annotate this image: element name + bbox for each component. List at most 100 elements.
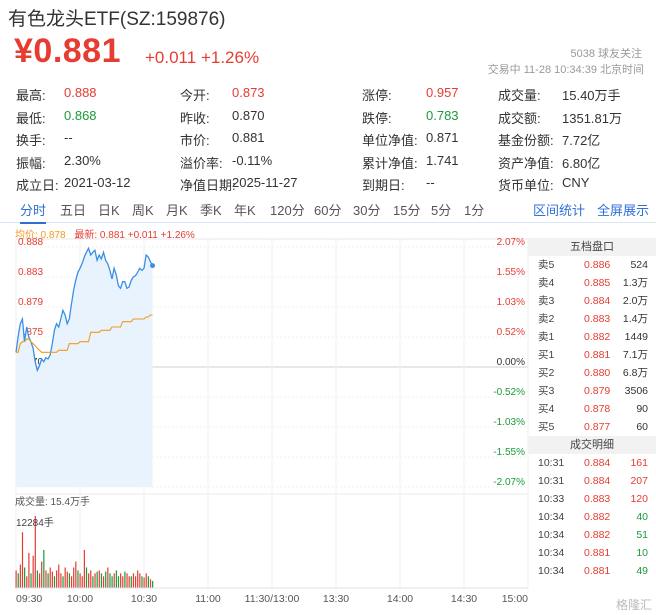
volume-bar [53,576,56,588]
follower-count[interactable]: 5038 球友关注 [570,48,642,60]
tab-11[interactable]: 5分 [431,203,452,218]
trade-volume: 161 [630,457,648,469]
quote-label: 净值日期: [180,178,236,193]
volume-bar [51,571,53,588]
trade-price: 0.881 [584,565,611,577]
quote-value: 0.888 [64,85,97,100]
fullscreen-button[interactable]: 全屏展示 [597,203,650,218]
trade-price: 0.882 [584,511,611,523]
volume-bar [109,573,111,588]
quote-item: 净值日期: 2025-11-27 [180,175,298,194]
tab-3[interactable]: 周K [132,203,154,218]
quote-value: 1.741 [426,152,459,168]
tab-2[interactable]: 日K [98,203,120,218]
ask-row: 卖5 0.886 524 [528,256,656,274]
trade-time: 10:33 [538,493,565,505]
trade-price: 0.882 [584,529,611,541]
trade-volume: 120 [630,493,648,505]
quote-item: 累计净值: 1.741 [362,153,459,172]
trade-row: 10:34 0.881 49 [528,562,656,580]
trading-status: 交易中 11-28 10:34:39 北京时间 [487,64,644,76]
tab-10[interactable]: 15分 [393,203,421,218]
quote-label: 成交额: [498,110,541,126]
quote-item: 涨停: 0.957 [362,85,459,104]
y-tick-left: 0.879 [18,297,43,308]
tab-7[interactable]: 120分 [270,203,305,218]
level-price: 0.883 [584,313,611,325]
volume-bar [147,576,149,588]
volume-bar [128,576,130,588]
volume-bar [58,564,60,588]
y-tick-left: 0.883 [18,267,43,278]
level-price: 0.878 [584,403,611,415]
quote-label: 基金份额: [498,133,554,148]
y-tick-right: -2.07% [493,477,525,488]
tab-9[interactable]: 30分 [353,203,381,218]
avg-price-legend: 均价: 0.878 [15,230,66,241]
volume-bar [83,549,85,588]
range-stats-button[interactable]: 区间统计 [533,203,586,218]
x-tick: 10:00 [67,593,93,605]
quote-item: 资产净值: 6.80亿 [498,153,600,172]
y-tick-left: 0.875 [18,327,43,338]
tab-6[interactable]: 年K [234,203,256,218]
volume-bar [85,567,88,588]
tab-4[interactable]: 月K [166,203,188,218]
trade-time: 10:34 [538,511,565,523]
volume-bar [96,571,98,588]
volume-bar [117,576,120,588]
volume-bar [130,576,132,588]
level-volume: 2.0万 [622,295,648,307]
trade-price: 0.883 [584,493,611,505]
quote-label: 涨停: [362,88,392,103]
volume-bar [75,561,77,588]
tab-12[interactable]: 1分 [464,203,485,218]
volume-bar [68,573,71,588]
trades-title: 成交明细 [528,436,656,454]
quote-label: 单位净值: [362,133,418,148]
quote-label: 货币单位: [498,178,554,193]
quote-value: 0.783 [426,107,459,123]
trade-row: 10:34 0.882 40 [528,508,656,526]
quote-item: 最低: 0.868 [16,108,97,127]
volume-bar [47,573,49,588]
quote-item: 最高: 0.888 [16,85,97,104]
quote-value: 0.871 [426,130,459,145]
y-tick-left: 0.888 [18,237,43,248]
quote-value: 6.80亿 [562,155,601,171]
price-area [16,248,153,487]
volume-bar [115,570,117,588]
quote-label: 溢价率: [180,155,223,171]
x-tick: 10:30 [131,593,157,605]
tab-8[interactable]: 60分 [314,203,342,218]
y-tick-right: 0.00% [497,357,525,368]
trade-row: 10:33 0.883 120 [528,490,656,508]
level-price: 0.881 [584,349,611,361]
level-price: 0.884 [584,295,611,307]
tab-0[interactable]: 分时 [20,200,47,224]
level-label: 卖3 [538,295,555,307]
y-tick-right: 1.55% [497,267,525,278]
trade-time: 10:31 [538,475,565,487]
x-tick: 13:30 [323,593,349,605]
x-tick: 14:30 [451,593,477,605]
volume-bar [137,570,139,588]
quote-value: 1351.81万 [562,110,622,126]
tab-1[interactable]: 五日 [60,203,87,218]
volume-bar [36,570,39,588]
quote-item: 昨收: 0.870 [180,108,265,127]
quote-value: 2.30% [64,152,101,168]
level-volume: 1449 [624,331,648,343]
level-volume: 3506 [624,385,648,397]
volume-bar [141,576,143,588]
volume-bar [145,573,147,588]
tab-5[interactable]: 季K [200,203,222,218]
quote-item: 成立日: 2021-03-12 [16,175,131,194]
quote-item: 跌停: 0.783 [362,108,459,127]
trade-volume: 10 [636,547,648,559]
bid-row: 买3 0.879 3506 [528,382,656,400]
level-price: 0.885 [584,277,611,289]
quote-label: 成交量: [498,88,541,103]
x-tick: 14:00 [387,593,413,605]
